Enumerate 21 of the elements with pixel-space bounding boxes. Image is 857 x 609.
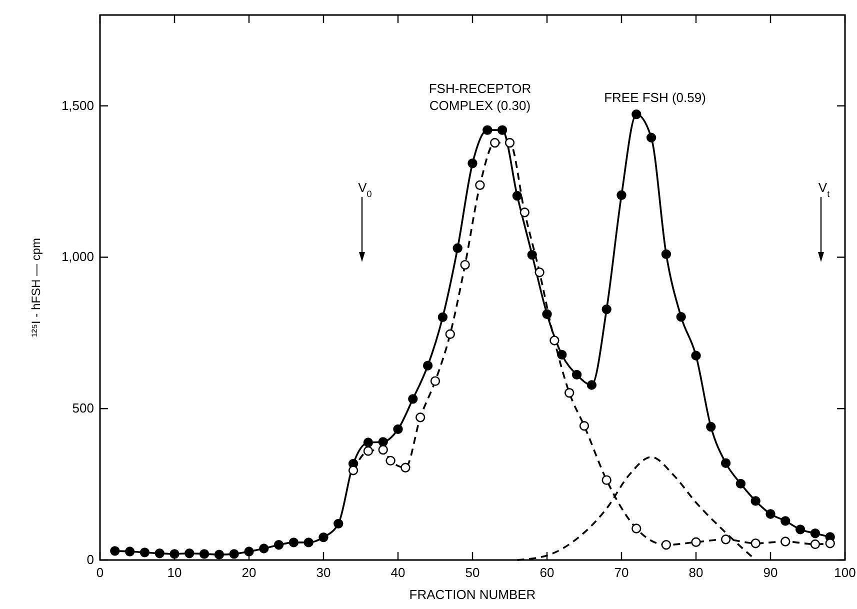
y-tick-label: 0	[86, 552, 94, 567]
x-tick-label: 100	[834, 565, 856, 580]
annotation: FSH-RECEPTOR COMPLEX (0.30)	[428, 81, 532, 113]
annotation: FREE FSH (0.59)	[604, 90, 706, 105]
x-tick-label: 0	[96, 565, 104, 580]
y-tick-label: 500	[72, 400, 94, 416]
x-tick-label: 20	[242, 565, 256, 580]
annotation: V$_{0}$	[358, 180, 372, 199]
x-tick-label: 50	[465, 565, 480, 580]
y-tick-label: 1,500	[61, 98, 94, 113]
x-tick-label: 60	[540, 565, 554, 580]
x-tick-label: 10	[167, 565, 182, 580]
x-axis-title: FRACTION NUMBER	[409, 587, 536, 602]
x-tick-label: 40	[390, 565, 406, 580]
x-tick-label: 30	[316, 565, 331, 580]
x-tick-label: 70	[614, 565, 629, 580]
x-tick-label: 80	[688, 565, 704, 580]
y-axis-title: ¹²⁵I - hFSH — cpm	[29, 238, 43, 337]
y-tick-label: 1,000	[61, 249, 94, 264]
x-tick-label: 90	[763, 565, 778, 580]
annotation: V$_{t}$	[818, 180, 830, 199]
